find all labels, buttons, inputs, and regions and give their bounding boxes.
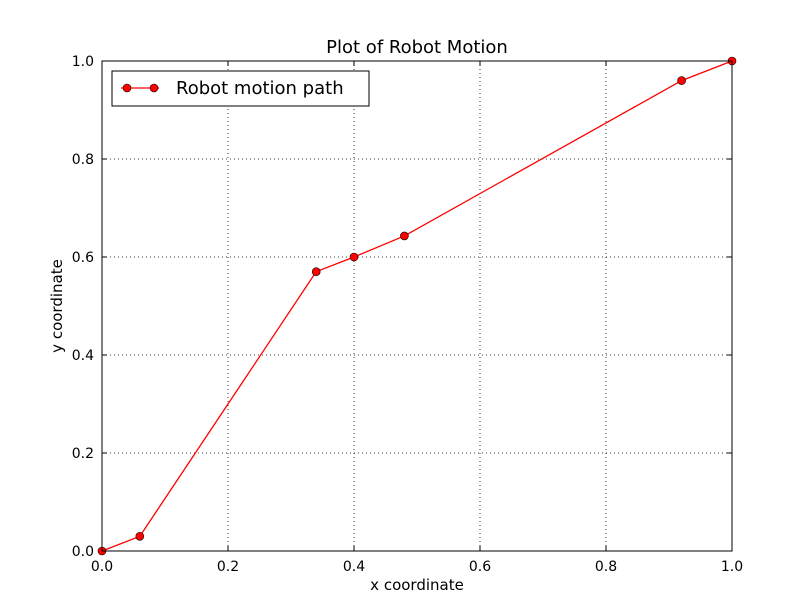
data-point [135, 531, 145, 541]
legend: Robot motion path [111, 70, 370, 107]
legend-marker [149, 83, 159, 93]
legend-label: Robot motion path [176, 78, 344, 99]
series-layer [97, 56, 737, 556]
data-point [677, 76, 686, 85]
y-tick-label: 1.0 [72, 54, 94, 70]
x-axis-label: x coordinate [370, 576, 464, 594]
data-point [311, 267, 321, 277]
data-point [400, 231, 409, 241]
x-tick-label: 0.8 [595, 559, 617, 575]
y-axis-label: y coordinate [48, 259, 66, 353]
legend-marker [122, 83, 132, 93]
x-tick-label: 0.0 [91, 559, 113, 575]
data-point [349, 252, 359, 262]
ticks: 0.0 0.2 0.4 0.6 0.8 1.0 0.0 0.2 0.4 0.6 0.8 1.0 [72, 54, 743, 575]
y-tick-label: 0.4 [72, 348, 94, 364]
y-tick-label: 0.8 [72, 152, 94, 168]
x-tick-label: 0.6 [469, 559, 491, 575]
x-tick-label: 1.0 [721, 559, 743, 575]
chart-title: Plot of Robot Motion [326, 37, 508, 58]
plot-area-frame [101, 60, 733, 552]
grid [102, 61, 732, 551]
x-tick-label: 0.2 [217, 559, 239, 575]
y-tick-label: 0.2 [72, 446, 94, 462]
y-tick-label: 0.6 [72, 250, 94, 266]
y-tick-label: 0.0 [72, 544, 94, 560]
x-tick-label: 0.4 [343, 559, 365, 575]
